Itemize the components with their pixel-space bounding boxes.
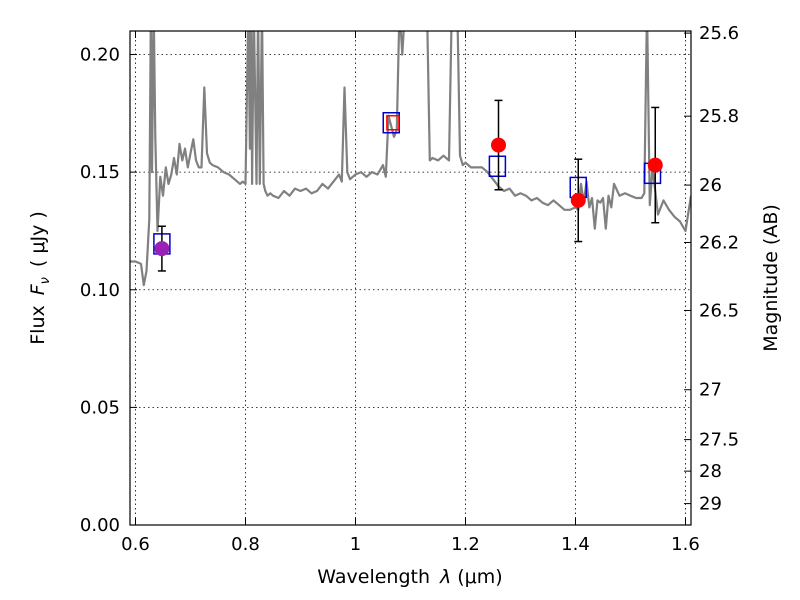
x-tick-label: 1 bbox=[350, 534, 361, 555]
y-axis-title: FluxFν( μJy ) bbox=[27, 211, 53, 345]
plot-frame bbox=[129, 30, 692, 526]
right-tick-label: 26.5 bbox=[699, 300, 739, 321]
right-tick-label: 25.6 bbox=[699, 23, 739, 44]
right-tick-label: 27 bbox=[699, 380, 722, 401]
observed-photometry-marker bbox=[570, 192, 586, 208]
x-tick-label: 1.6 bbox=[671, 534, 700, 555]
right-tick-label: 29 bbox=[699, 494, 722, 515]
x-axis-ticks: 0.6 0.8 1 1.2 1.4 1.6 bbox=[121, 31, 700, 555]
right-tick-label: 26 bbox=[699, 175, 722, 196]
y-axis-ticks: 0.00 0.05 0.10 0.15 0.20 bbox=[80, 45, 137, 536]
right-axis-ticks: 25.6 25.8 26 26.2 26.5 27 27.5 28 29 bbox=[684, 23, 739, 515]
x-tick-label: 0.8 bbox=[231, 534, 260, 555]
observed-photometry-marker bbox=[647, 157, 663, 173]
y-tick-label: 0.00 bbox=[80, 515, 120, 536]
right-tick-label: 25.8 bbox=[699, 106, 739, 127]
model-spectrum bbox=[130, 31, 691, 287]
right-tick-label: 27.5 bbox=[699, 430, 739, 451]
observed-photometry-series bbox=[154, 99, 663, 272]
y-tick-label: 0.20 bbox=[80, 45, 120, 66]
grid bbox=[130, 31, 691, 526]
observed-photometry-marker bbox=[154, 241, 170, 257]
x-tick-label: 1.2 bbox=[451, 534, 480, 555]
right-axis-title: Magnitude (AB) bbox=[760, 204, 782, 352]
model-photometry-marker bbox=[488, 155, 507, 178]
y-tick-label: 0.10 bbox=[80, 280, 120, 301]
model-photometry-series bbox=[153, 111, 662, 255]
model-spectrum-line bbox=[130, 31, 691, 287]
right-tick-label: 26.2 bbox=[699, 232, 739, 253]
x-tick-label: 1.4 bbox=[561, 534, 590, 555]
y-tick-label: 0.05 bbox=[80, 397, 120, 418]
observed-photometry-marker bbox=[491, 137, 506, 153]
right-tick-label: 28 bbox=[699, 461, 722, 482]
x-tick-label: 0.6 bbox=[121, 534, 150, 555]
y-tick-label: 0.15 bbox=[80, 162, 120, 183]
observed-photometry-marker bbox=[386, 114, 400, 131]
x-axis-title: Wavelength λ (μm) bbox=[317, 566, 502, 588]
